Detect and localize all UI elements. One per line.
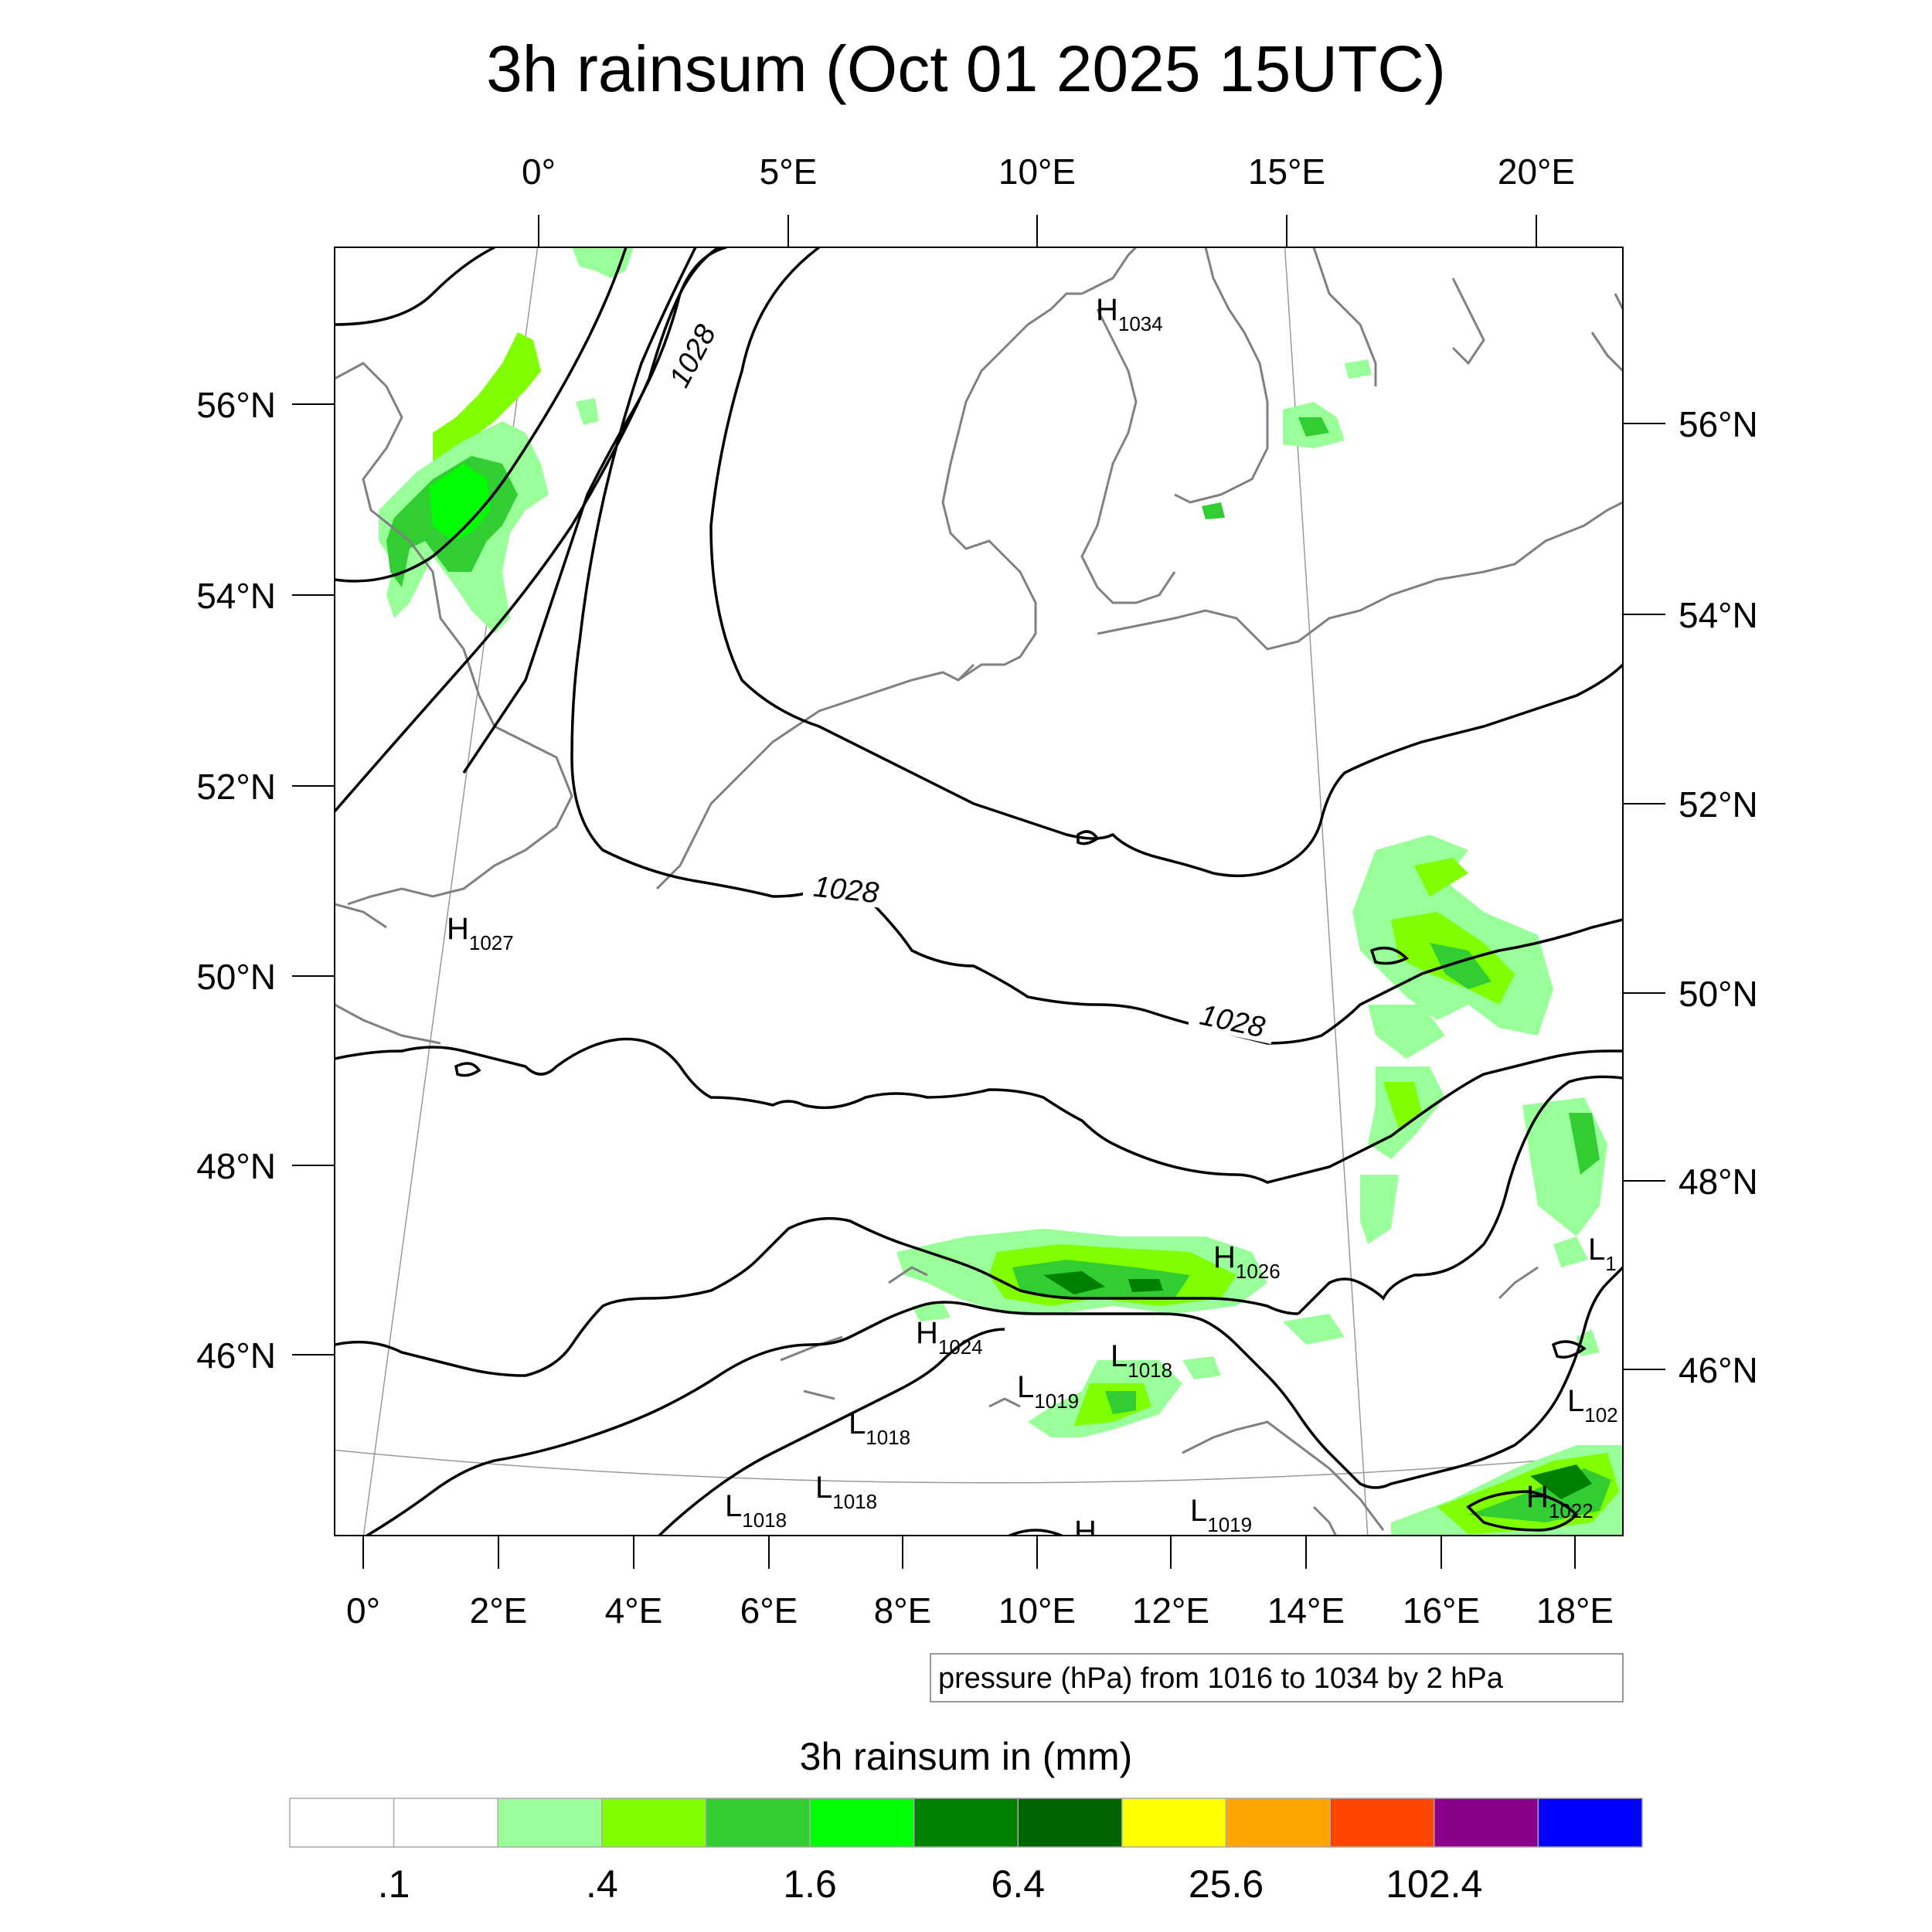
map-area: 1028 1028 1028 H1034 H1027 H1026 H1024 L… <box>335 247 1623 1549</box>
bottom-lon-label: 18°E <box>1536 1590 1614 1631</box>
bottom-lon-label: 0° <box>346 1590 380 1631</box>
svg-text:H1024: H1024 <box>916 1316 983 1359</box>
bottom-lon-label: 14°E <box>1267 1590 1345 1631</box>
colorbar-swatch <box>1329 1798 1435 1848</box>
pressure-center-marker: L1 <box>1588 1233 1617 1275</box>
top-lon-label: 20°E <box>1498 151 1575 192</box>
top-lon-label: 15°E <box>1248 151 1325 192</box>
svg-text:L1019: L1019 <box>1017 1370 1079 1413</box>
pressure-center-marker: H1022 <box>1526 1480 1594 1522</box>
svg-text:L1: L1 <box>1588 1233 1617 1275</box>
top-lon-label: 0° <box>522 151 556 192</box>
pressure-center-marker: L1018 <box>1111 1339 1172 1382</box>
svg-text:L1019: L1019 <box>1190 1494 1252 1536</box>
pressure-center-marker: L1019 <box>1190 1494 1252 1536</box>
contour-info-text: pressure (hPa) from 1016 to 1034 by 2 hP… <box>938 1662 1504 1695</box>
left-lat-label: 46°N <box>196 1335 276 1376</box>
svg-text:L1018: L1018 <box>1111 1339 1172 1382</box>
pressure-center-marker: H1034 <box>1096 293 1163 335</box>
coastlines <box>335 247 1623 1536</box>
colorbar-swatch <box>393 1798 498 1848</box>
colorbar-swatch <box>809 1798 915 1848</box>
rain-shading <box>379 247 1623 1536</box>
svg-text:H1022: H1022 <box>1526 1480 1594 1522</box>
bottom-lon-label: 10°E <box>998 1590 1076 1631</box>
colorbar-swatch <box>1434 1798 1539 1848</box>
top-axis <box>538 215 1537 247</box>
contour-label: 1028 <box>663 320 723 393</box>
right-lat-label: 56°N <box>1679 404 1758 444</box>
right-lat-label: 54°N <box>1679 595 1758 635</box>
contour-labels: 1028 1028 1028 <box>663 320 1277 1045</box>
colorbar-swatch <box>1121 1798 1227 1848</box>
left-axis <box>292 403 335 1355</box>
bottom-lon-label: 8°E <box>874 1590 932 1631</box>
colorbar-swatch <box>705 1798 811 1848</box>
pressure-center-marker: L1018 <box>815 1471 877 1513</box>
svg-text:L102: L102 <box>1567 1384 1618 1427</box>
colorbar-swatch <box>1017 1798 1123 1848</box>
bottom-lon-label: 6°E <box>740 1590 798 1631</box>
right-axis <box>1623 423 1665 1370</box>
left-lat-label: 54°N <box>196 576 276 616</box>
svg-text:L1018: L1018 <box>849 1406 910 1449</box>
right-lat-label: 48°N <box>1679 1162 1758 1202</box>
colorbar-label: 102.4 <box>1386 1862 1482 1906</box>
colorbar-swatch <box>1537 1798 1643 1848</box>
left-lat-label: 48°N <box>196 1146 276 1186</box>
right-lat-label: 50°N <box>1679 974 1758 1014</box>
colorbar-swatch <box>289 1798 395 1848</box>
top-lon-label: 10°E <box>998 151 1076 192</box>
bottom-axis <box>362 1536 1576 1569</box>
contour-label: 1028 <box>812 871 880 910</box>
bottom-lon-label: 12°E <box>1132 1590 1209 1631</box>
pressure-center-marker: L1018 <box>725 1489 787 1532</box>
contour-info-box <box>930 1653 1624 1702</box>
svg-text:H: H <box>1074 1515 1097 1549</box>
colorbar-swatch <box>913 1798 1019 1848</box>
colorbar-title: 3h rainsum in (mm) <box>800 1735 1133 1778</box>
svg-text:L1018: L1018 <box>725 1489 787 1532</box>
pressure-center-marker: H1026 <box>1213 1240 1281 1283</box>
pressure-center-marker: H1027 <box>447 912 514 954</box>
right-lat-label: 52°N <box>1679 784 1758 825</box>
pressure-center-marker: H1024 <box>916 1316 983 1359</box>
pressure-center-marker: H <box>1074 1515 1097 1549</box>
contour-label: 1028 <box>1197 999 1267 1045</box>
map-title: 3h rainsum (Oct 01 2025 15UTC) <box>486 32 1446 105</box>
pressure-center-marker: L1018 <box>849 1406 910 1449</box>
colorbar-swatch <box>1225 1798 1331 1848</box>
svg-text:H1034: H1034 <box>1096 293 1163 335</box>
pressure-center-marker: L102 <box>1567 1384 1618 1427</box>
svg-text:L1018: L1018 <box>815 1471 877 1513</box>
right-lat-label: 46°N <box>1679 1350 1758 1390</box>
colorbar-label: .1 <box>378 1862 410 1906</box>
colorbar-label: 1.6 <box>783 1862 837 1906</box>
bottom-lon-label: 4°E <box>605 1590 663 1631</box>
colorbar-labels: .1 .4 1.6 6.4 25.6 102.4 <box>378 1862 1483 1906</box>
svg-text:H1026: H1026 <box>1213 1240 1281 1283</box>
svg-text:H1027: H1027 <box>447 912 514 954</box>
colorbar-label: 25.6 <box>1189 1862 1264 1906</box>
bottom-lon-label: 2°E <box>470 1590 528 1631</box>
left-lat-label: 50°N <box>196 957 276 997</box>
left-lat-label: 56°N <box>196 385 276 425</box>
colorbar-swatch <box>497 1798 603 1848</box>
top-lon-label: 5°E <box>760 151 818 192</box>
colorbar-swatch <box>601 1798 707 1848</box>
map-frame <box>334 247 1624 1536</box>
pressure-center-marker: L1019 <box>1017 1370 1079 1413</box>
pressure-centers: H1034 H1027 H1026 H1024 L1018 L1019 L101… <box>447 293 1618 1549</box>
bottom-lon-label: 16°E <box>1403 1590 1480 1631</box>
left-lat-label: 52°N <box>196 767 276 807</box>
colorbar <box>289 1798 1643 1848</box>
colorbar-label: 6.4 <box>992 1862 1046 1906</box>
colorbar-label: .4 <box>586 1862 618 1906</box>
